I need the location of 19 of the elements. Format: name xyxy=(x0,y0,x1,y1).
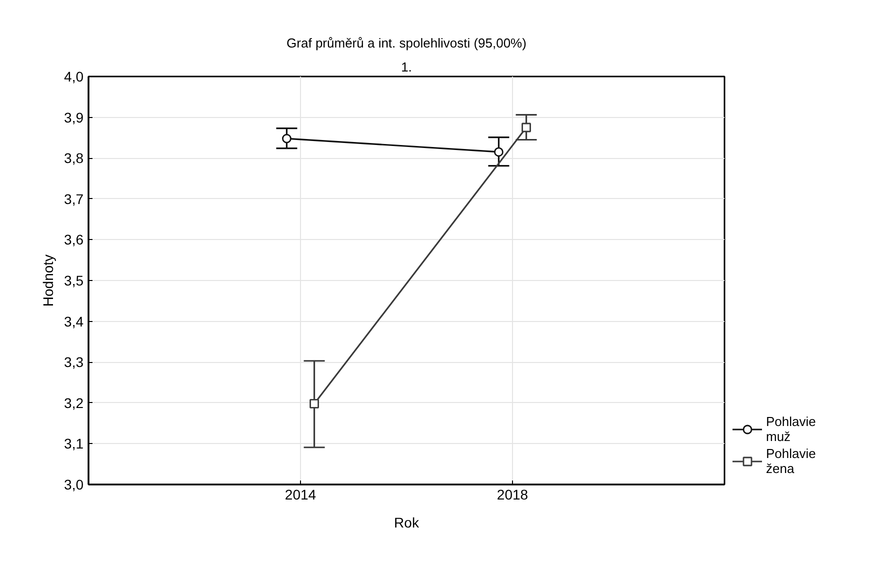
y-tick-label: 3,2 xyxy=(64,394,84,411)
y-tick-label: 3,8 xyxy=(64,150,84,166)
y-tick-label: 4,0 xyxy=(64,68,84,84)
legend-label: Pohlavie žena xyxy=(766,446,816,476)
chart-subtitle: 1. xyxy=(401,60,412,74)
y-tick-label: 3,0 xyxy=(64,476,84,492)
y-tick-label: 3,5 xyxy=(64,272,84,288)
x-tick-label: 2014 xyxy=(284,486,316,502)
y-tick-label: 3,6 xyxy=(64,232,84,248)
chart-title: Graf průměrů a int. spolehlivosti (95,00%) xyxy=(286,36,526,50)
y-tick-label: 3,7 xyxy=(64,190,84,207)
x-axis-title: Rok xyxy=(394,514,420,530)
y-tick-label: 3,9 xyxy=(64,109,84,126)
x-tick-label: 2018 xyxy=(496,486,528,502)
y-tick-label: 3,4 xyxy=(64,313,84,330)
y-axis-title: Hodnoty xyxy=(40,254,56,307)
y-tick-label: 3,1 xyxy=(64,436,84,452)
legend-label: Pohlavie muž xyxy=(766,414,816,444)
y-tick-label: 3,3 xyxy=(64,354,84,370)
